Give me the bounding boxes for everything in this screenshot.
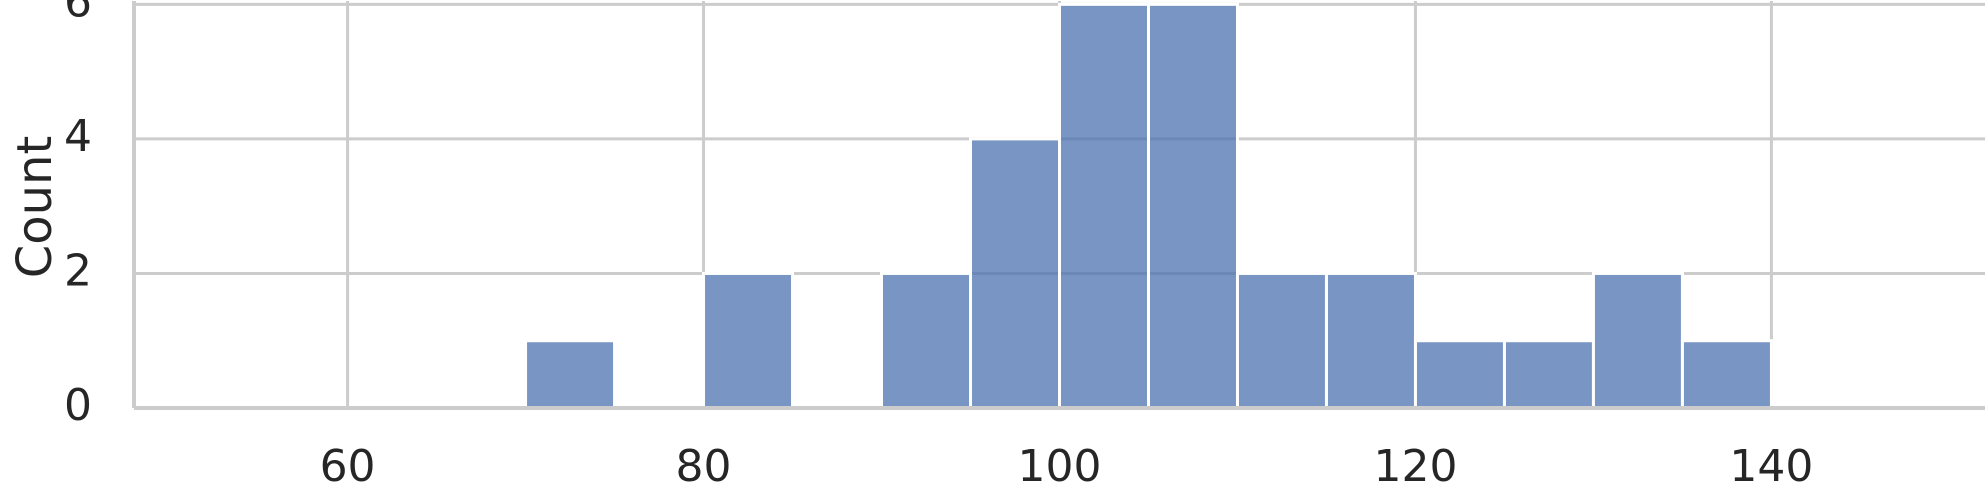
histogram-bar-80-85 [702,271,795,410]
histogram-bar-110-115 [1235,271,1328,410]
histogram-bar-105-110 [1146,2,1239,410]
y-tick-label-0: 0 [64,380,92,431]
axes-layer [132,1,1985,410]
histogram-bar-100-105 [1058,2,1150,410]
histogram-bar-130-135 [1591,271,1684,410]
histogram-bar-120-125 [1413,339,1506,410]
x-tick-label-140: 140 [1729,441,1813,492]
histogram-bar-70-75 [524,339,617,410]
tick-labels-layer: 60 80 100 120 140 0 2 4 6 [64,0,1813,492]
histogram-bar-90-95 [880,271,973,410]
y-tick-label-2: 2 [64,245,92,296]
histogram-bar-135-140 [1680,339,1773,410]
bars-layer [524,2,1773,410]
x-tick-label-80: 80 [676,441,732,492]
y-tick-label-4: 4 [64,111,92,162]
histogram-bar-115-120 [1324,271,1417,410]
x-tick-label-60: 60 [320,441,376,492]
x-tick-label-100: 100 [1018,441,1102,492]
y-axis-label: Count [7,136,63,279]
y-tick-label-6: 6 [64,0,92,27]
x-tick-label-120: 120 [1373,441,1457,492]
histogram-bar-95-100 [969,137,1062,410]
histogram-bar-125-130 [1502,339,1595,410]
